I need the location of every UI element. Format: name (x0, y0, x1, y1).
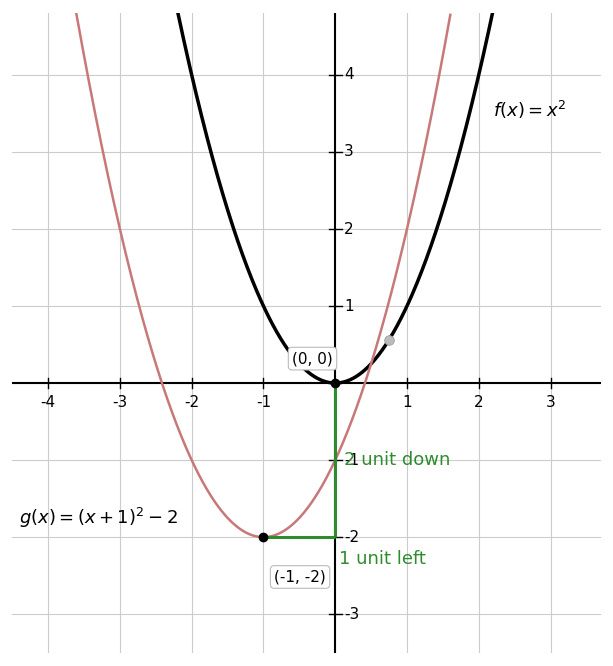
Text: (0, 0): (0, 0) (292, 351, 333, 366)
Text: 2: 2 (474, 395, 484, 410)
Text: -2: -2 (344, 529, 359, 545)
Text: -3: -3 (112, 395, 128, 410)
Text: $f(x) = x^2$: $f(x) = x^2$ (493, 99, 566, 121)
Text: 2 unit down: 2 unit down (344, 451, 450, 469)
Text: -3: -3 (344, 607, 359, 621)
Text: -4: -4 (40, 395, 56, 410)
Text: 2: 2 (344, 222, 354, 236)
Text: 3: 3 (546, 395, 555, 410)
Text: -1: -1 (256, 395, 271, 410)
Text: -2: -2 (184, 395, 199, 410)
Text: $g(x) = (x+1)^2 - 2$: $g(x) = (x+1)^2 - 2$ (20, 505, 178, 530)
Text: 3: 3 (344, 145, 354, 159)
Text: (-1, -2): (-1, -2) (274, 569, 326, 585)
Text: 1 unit left: 1 unit left (339, 549, 425, 567)
Text: -1: -1 (344, 453, 359, 468)
Text: 1: 1 (402, 395, 412, 410)
Text: 4: 4 (344, 67, 354, 83)
Text: 1: 1 (344, 298, 354, 314)
